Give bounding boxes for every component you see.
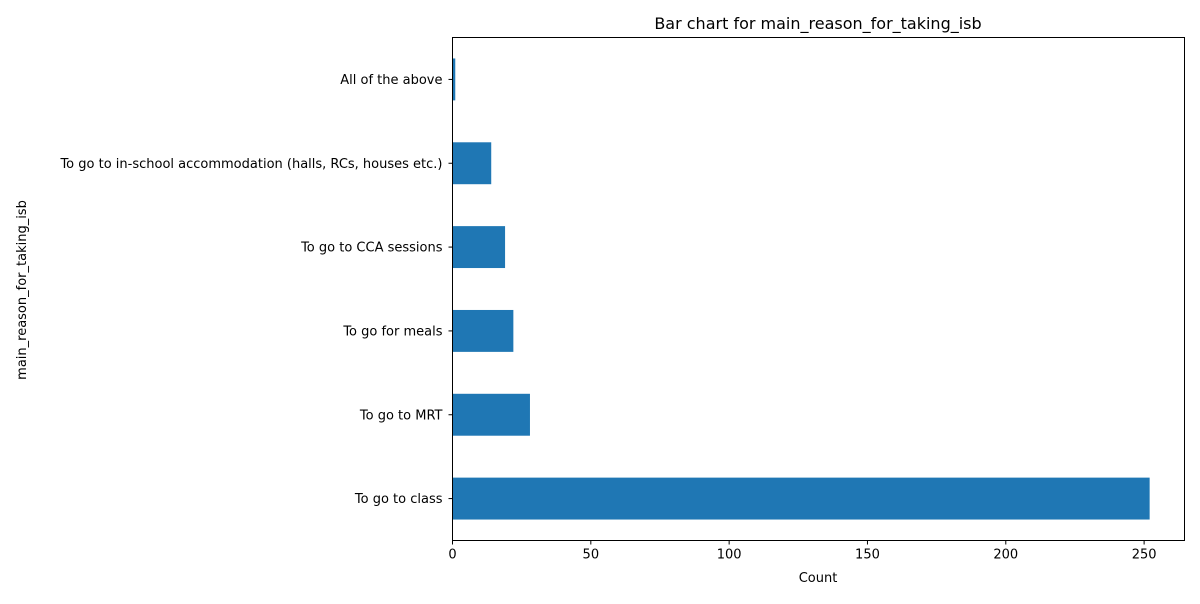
bar	[452, 142, 492, 185]
y-tick-label: To go to MRT	[359, 408, 443, 423]
plot-frame	[452, 37, 1185, 541]
bar	[452, 309, 514, 352]
y-tick-label: To go for meals	[342, 324, 442, 339]
x-axis-label: Count	[799, 571, 838, 586]
y-tick-label: All of the above	[340, 73, 442, 88]
bar	[452, 477, 1150, 520]
y-tick-label: To go to class	[354, 492, 443, 507]
bar	[452, 226, 506, 269]
x-tick-label: 0	[448, 548, 456, 563]
x-tick-label: 50	[583, 548, 600, 563]
x-tick-label: 200	[993, 548, 1018, 563]
x-tick-label: 250	[1132, 548, 1157, 563]
y-tick-label: To go to in-school accommodation (halls,…	[59, 157, 442, 172]
bar	[452, 58, 456, 101]
x-axis-ticks: 0 50 100 150 200 250	[448, 540, 1157, 563]
bars-group	[452, 58, 1150, 520]
chart-title: Bar chart for main_reason_for_taking_isb	[654, 14, 981, 34]
x-tick-label: 150	[855, 548, 880, 563]
y-axis-label: main_reason_for_taking_isb	[15, 200, 30, 380]
y-axis-ticks: To go to class To go to MRT To go for meal…	[59, 73, 453, 507]
x-tick-label: 100	[717, 548, 742, 563]
y-tick-label: To go to CCA sessions	[300, 241, 443, 256]
bar	[452, 393, 530, 436]
